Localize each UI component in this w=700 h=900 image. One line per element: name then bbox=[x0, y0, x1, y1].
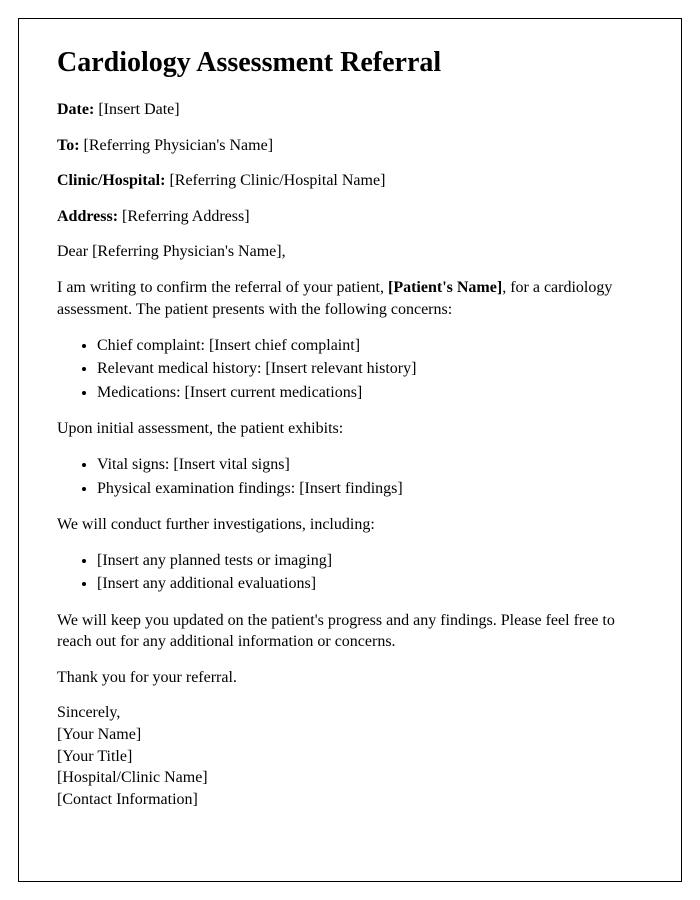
list-item: Chief complaint: [Insert chief complaint… bbox=[97, 334, 643, 357]
assessment-intro: Upon initial assessment, the patient exh… bbox=[57, 418, 643, 440]
investigations-intro: We will conduct further investigations, … bbox=[57, 514, 643, 536]
intro-paragraph: I am writing to confirm the referral of … bbox=[57, 277, 643, 320]
list-item: Medications: [Insert current medications… bbox=[97, 381, 643, 404]
signature-block: Sincerely, [Your Name] [Your Title] [Hos… bbox=[57, 702, 643, 810]
to-value: [Referring Physician's Name] bbox=[84, 137, 274, 154]
clinic-value: [Referring Clinic/Hospital Name] bbox=[169, 172, 385, 189]
intro-part1: I am writing to confirm the referral of … bbox=[57, 279, 388, 296]
list-item: Vital signs: [Insert vital signs] bbox=[97, 453, 643, 476]
salutation-prefix: Dear bbox=[57, 243, 92, 260]
signer-title: [Your Title] bbox=[57, 746, 643, 768]
list-item: Relevant medical history: [Insert releva… bbox=[97, 357, 643, 380]
to-label: To: bbox=[57, 137, 80, 154]
salutation-name: [Referring Physician's Name] bbox=[92, 243, 282, 260]
document-title: Cardiology Assessment Referral bbox=[57, 47, 643, 79]
clinic-field: Clinic/Hospital: [Referring Clinic/Hospi… bbox=[57, 170, 643, 192]
signer-name: [Your Name] bbox=[57, 724, 643, 746]
address-value: [Referring Address] bbox=[122, 208, 250, 225]
document-container: Cardiology Assessment Referral Date: [In… bbox=[18, 18, 682, 882]
salutation: Dear [Referring Physician's Name], bbox=[57, 241, 643, 263]
patient-name: [Patient's Name] bbox=[388, 279, 502, 296]
signer-hospital: [Hospital/Clinic Name] bbox=[57, 767, 643, 789]
clinic-label: Clinic/Hospital: bbox=[57, 172, 165, 189]
date-value: [Insert Date] bbox=[98, 101, 179, 118]
concerns-list: Chief complaint: [Insert chief complaint… bbox=[97, 334, 643, 404]
date-field: Date: [Insert Date] bbox=[57, 99, 643, 121]
valediction: Sincerely, bbox=[57, 702, 643, 724]
list-item: [Insert any additional evaluations] bbox=[97, 572, 643, 595]
closing-paragraph-1: We will keep you updated on the patient'… bbox=[57, 610, 643, 653]
address-field: Address: [Referring Address] bbox=[57, 206, 643, 228]
address-label: Address: bbox=[57, 208, 118, 225]
assessment-list: Vital signs: [Insert vital signs] Physic… bbox=[97, 453, 643, 499]
to-field: To: [Referring Physician's Name] bbox=[57, 135, 643, 157]
investigations-list: [Insert any planned tests or imaging] [I… bbox=[97, 549, 643, 595]
closing-paragraph-2: Thank you for your referral. bbox=[57, 667, 643, 689]
list-item: Physical examination findings: [Insert f… bbox=[97, 477, 643, 500]
salutation-suffix: , bbox=[282, 243, 286, 260]
list-item: [Insert any planned tests or imaging] bbox=[97, 549, 643, 572]
date-label: Date: bbox=[57, 101, 94, 118]
signer-contact: [Contact Information] bbox=[57, 789, 643, 811]
